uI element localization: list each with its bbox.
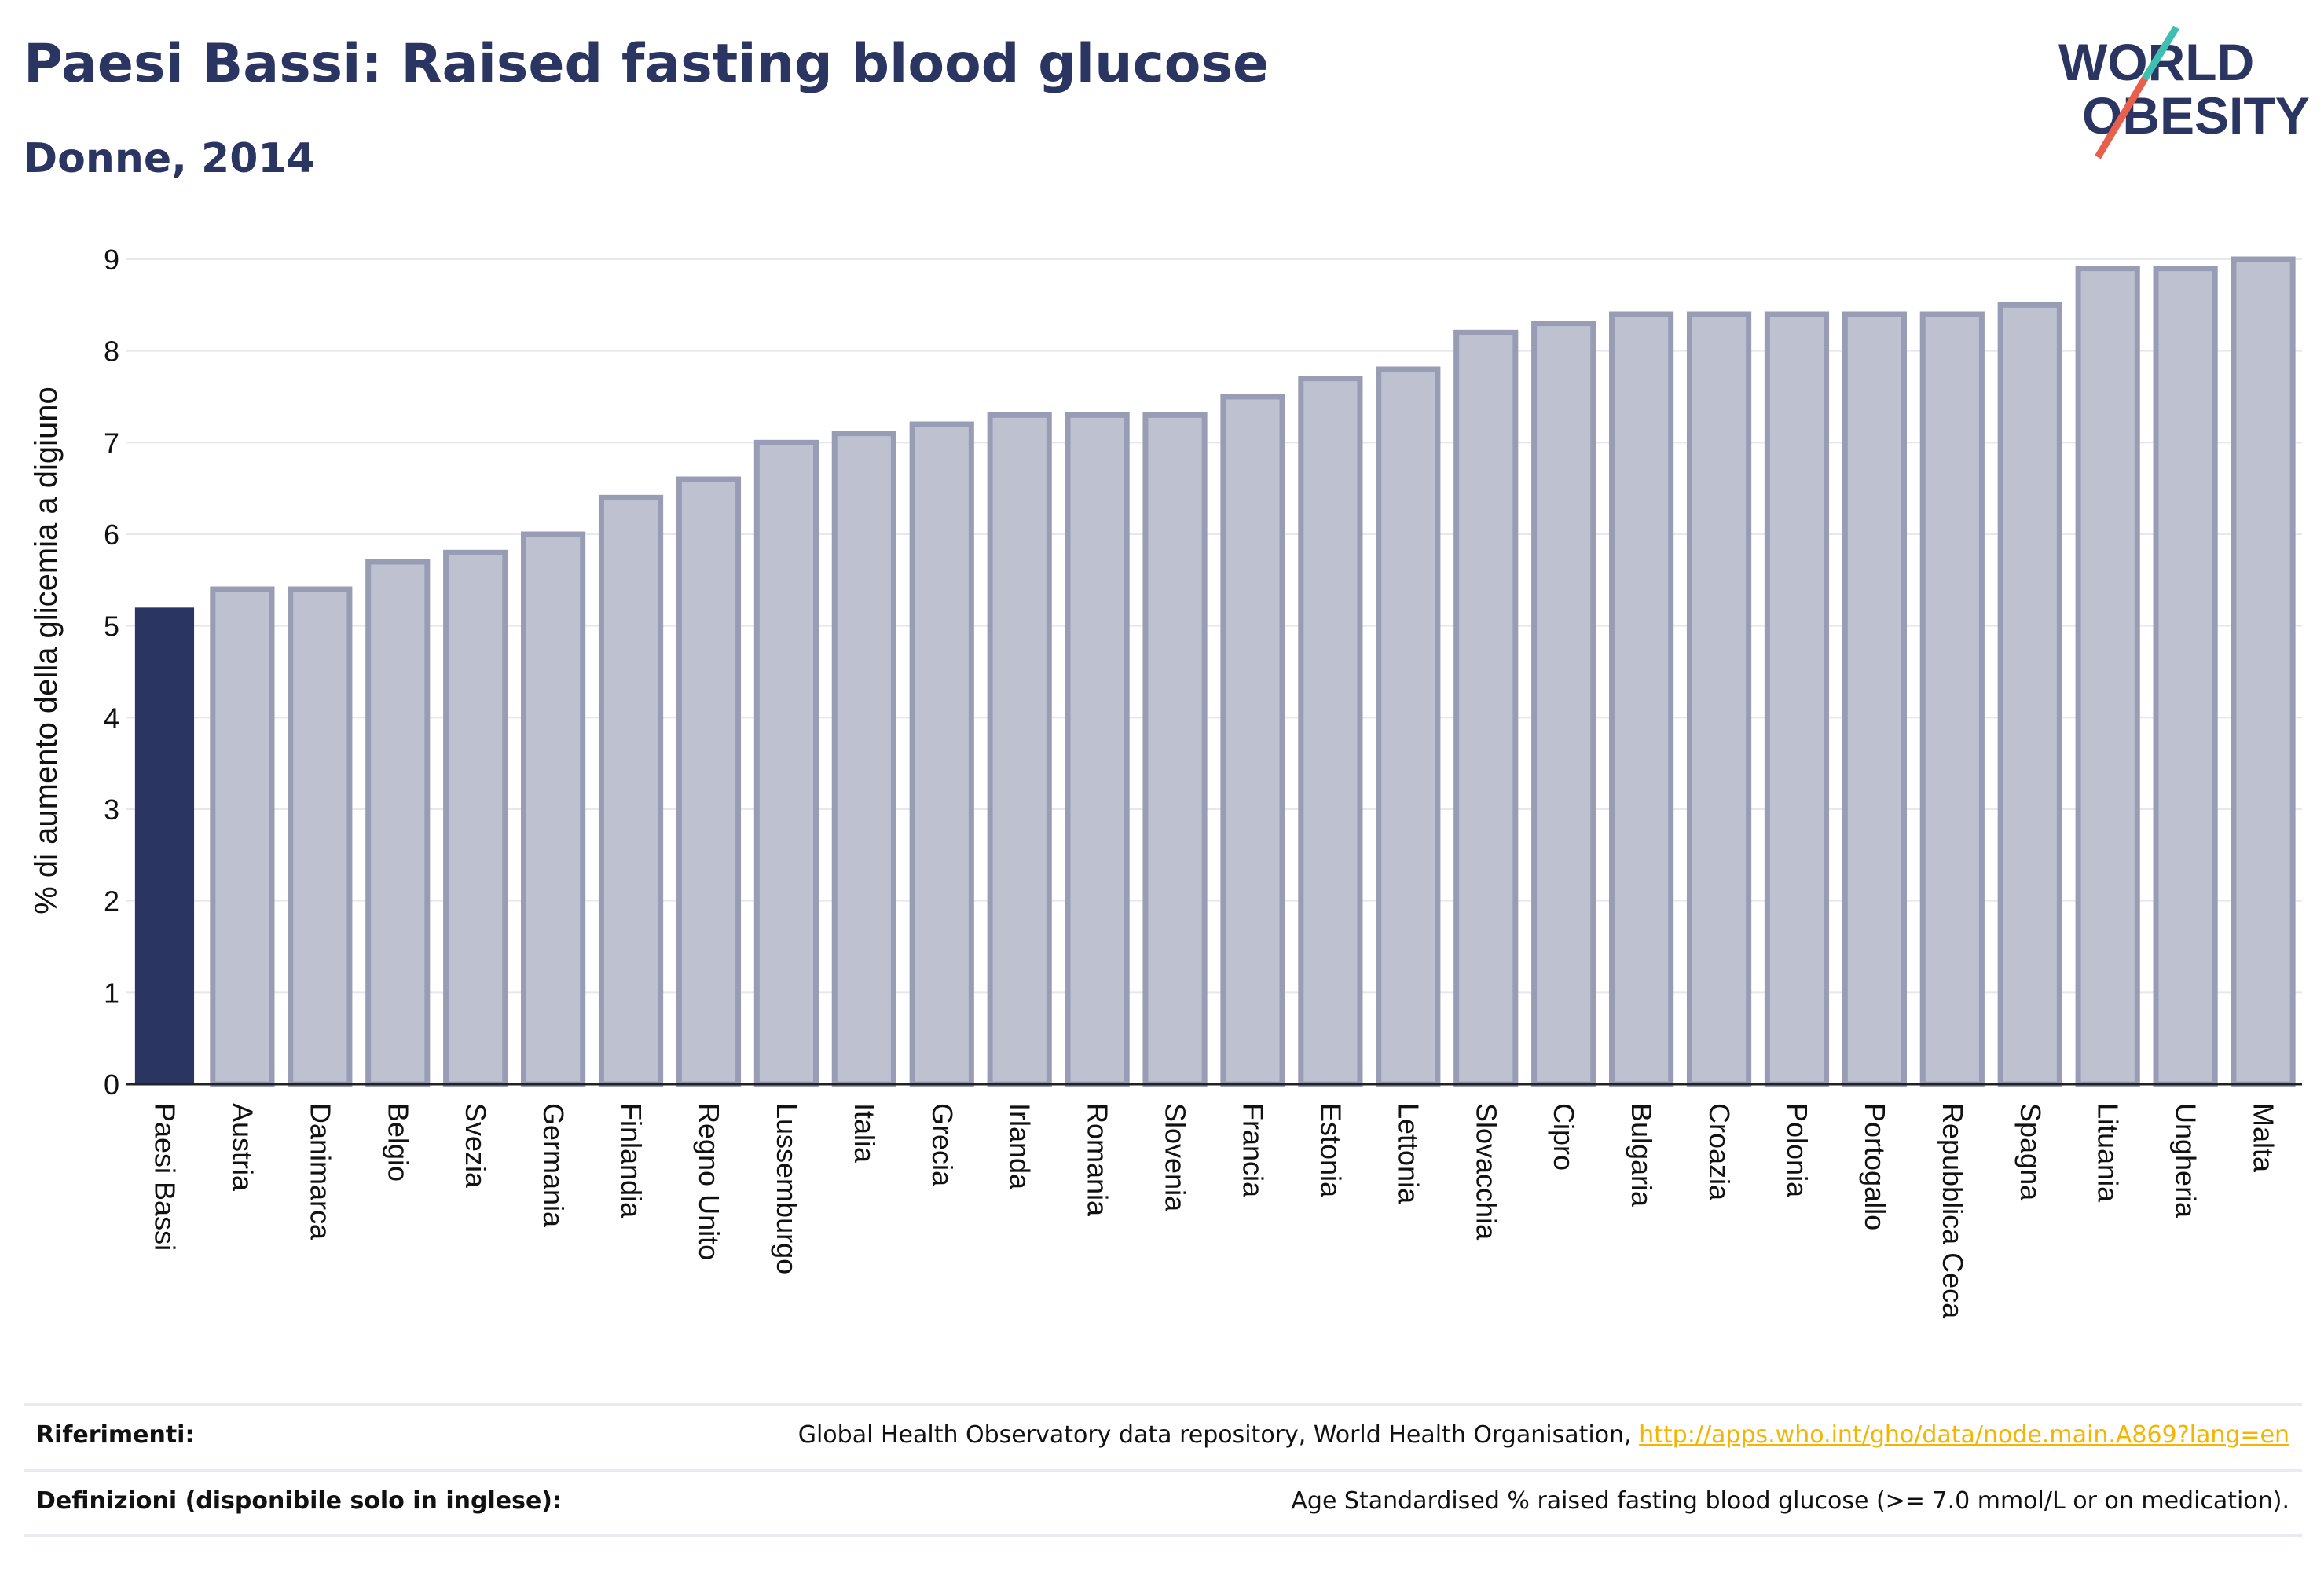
x-tick-label: Lussemburgo	[771, 1103, 803, 1274]
y-tick-label: 7	[104, 427, 119, 459]
y-tick-label: 0	[104, 1068, 119, 1101]
x-tick-label: Slovacchia	[1470, 1103, 1502, 1241]
bar-francia	[1220, 394, 1285, 1087]
references-link[interactable]: http://apps.who.int/gho/data/node.main.A…	[1639, 1421, 2289, 1449]
x-tick-label: Belgio	[382, 1103, 414, 1182]
definitions-value: Age Standardised % raised fasting blood …	[1291, 1487, 2289, 1515]
x-tick-label: Bulgaria	[1626, 1103, 1658, 1208]
x-tick-label: Lettonia	[1392, 1103, 1424, 1204]
references-row: Riferimenti: Global Health Observatory d…	[24, 1403, 2302, 1470]
x-tick-label: Grecia	[926, 1103, 959, 1187]
bar-slovacchia	[1453, 329, 1519, 1087]
x-tick-label: Italia	[849, 1103, 881, 1164]
references-text: Global Health Observatory data repositor…	[797, 1421, 1640, 1449]
x-tick-label: Danimarca	[304, 1103, 336, 1241]
bar-danimarca	[288, 586, 353, 1087]
logo-slash-red	[2095, 76, 2148, 159]
bar-belgio	[365, 559, 431, 1087]
chart-subtitle: Donne, 2014	[24, 135, 315, 182]
x-tick-label: Malta	[2248, 1103, 2280, 1173]
y-tick-label: 9	[104, 244, 119, 276]
references-label: Riferimenti:	[36, 1421, 195, 1449]
bar-portogallo	[1842, 311, 1907, 1087]
bar-svezia	[443, 549, 508, 1087]
y-tick-label: 2	[104, 885, 119, 918]
x-tick-label: Romania	[1082, 1103, 1114, 1217]
x-tick-label: Repubblica Ceca	[1937, 1103, 1969, 1319]
y-axis-label: % di aumento della glicemia a digiuno	[29, 387, 64, 914]
bars	[134, 256, 2296, 1087]
x-tick-label: Lituania	[2092, 1103, 2124, 1203]
bar-romania	[1065, 412, 1130, 1087]
x-tick-label: Francia	[1237, 1103, 1269, 1198]
bar-malta	[2231, 256, 2296, 1087]
x-tick-label: Irlanda	[1004, 1103, 1036, 1190]
bar-irlanda	[987, 412, 1052, 1087]
bar-lettonia	[1376, 366, 1441, 1087]
world-obesity-logo: WORLD OBESITY	[2058, 25, 2310, 159]
y-tick-label: 1	[104, 977, 119, 1009]
bar-italia	[831, 431, 896, 1087]
x-tick-label: Regno Unito	[693, 1103, 725, 1260]
bar-slovenia	[1142, 412, 1208, 1087]
x-tick-label: Paesi Bassi	[148, 1103, 181, 1251]
bar-austria	[210, 586, 275, 1087]
bar-grecia	[909, 421, 974, 1087]
definitions-row: Definizioni (disponibile solo in inglese…	[24, 1469, 2302, 1536]
x-tick-label: Estonia	[1314, 1103, 1347, 1198]
bar-ungheria	[2153, 266, 2218, 1087]
bar-spagna	[1997, 302, 2062, 1087]
chart-title: Paesi Bassi: Raised fasting blood glucos…	[24, 33, 1270, 95]
x-tick-labels: Paesi Bassi Austria Danimarca Belgio Svezia G…	[148, 1103, 2279, 1319]
x-tick-label: Slovenia	[1160, 1103, 1192, 1212]
x-tick-label: Polonia	[1781, 1103, 1813, 1198]
x-tick-label: Finlandia	[615, 1103, 647, 1219]
x-tick-label: Croazia	[1703, 1103, 1736, 1201]
footer-divider	[24, 1534, 2302, 1537]
bar-croazia	[1686, 311, 1752, 1087]
bar-repubblica-ceca	[1919, 311, 1985, 1087]
y-tick-label: 3	[104, 793, 119, 826]
bar-germania	[521, 531, 586, 1087]
x-tick-label: Spagna	[2014, 1103, 2047, 1201]
bar-polonia	[1764, 311, 1830, 1087]
bar-chart: 0 1 2 3 4 5 6 7 8 9 Paesi Bassi Austria Danimarca Be…	[29, 244, 2302, 1319]
x-tick-label: Ungheria	[2170, 1103, 2202, 1219]
bar-regno-unito	[676, 476, 742, 1087]
x-tick-label: Cipro	[1548, 1103, 1580, 1171]
logo-slash-teal	[2142, 25, 2179, 81]
bar-bulgaria	[1609, 311, 1674, 1087]
y-tick-label: 6	[104, 519, 119, 551]
x-tick-label: Svezia	[460, 1103, 492, 1189]
bar-estonia	[1298, 376, 1363, 1087]
x-tick-label: Germania	[537, 1103, 570, 1228]
bar-lituania	[2075, 266, 2140, 1087]
y-tick-label: 4	[104, 702, 119, 734]
bar-cipro	[1531, 321, 1596, 1087]
x-tick-label: Portogallo	[1859, 1103, 1891, 1230]
references-value: Global Health Observatory data repositor…	[798, 1421, 2289, 1449]
y-tick-label: 8	[104, 335, 119, 368]
definitions-label: Definizioni (disponibile solo in inglese…	[36, 1487, 562, 1515]
y-tick-label: 5	[104, 610, 119, 643]
x-tick-label: Austria	[226, 1103, 258, 1192]
y-tick-labels: 0 1 2 3 4 5 6 7 8 9	[104, 244, 119, 1101]
bar-lussemburgo	[753, 439, 819, 1087]
bar-finlandia	[598, 494, 664, 1087]
bar-paesi-bassi	[134, 607, 195, 1084]
